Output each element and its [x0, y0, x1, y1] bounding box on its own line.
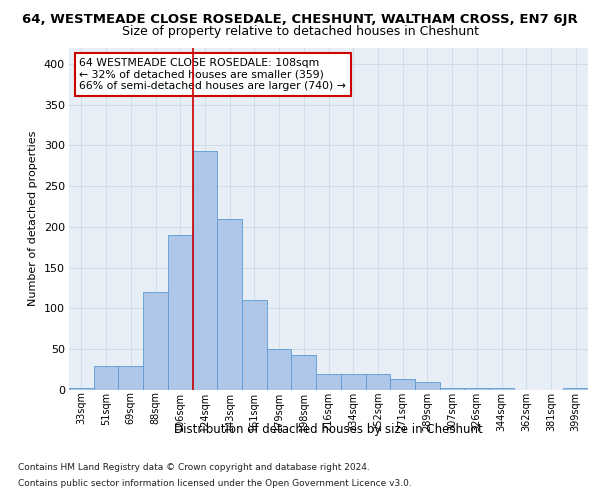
Bar	[341, 374, 365, 390]
Y-axis label: Number of detached properties: Number of detached properties	[28, 131, 38, 306]
Bar	[193, 151, 217, 390]
Bar	[94, 366, 118, 390]
Text: Size of property relative to detached houses in Cheshunt: Size of property relative to detached ho…	[121, 25, 479, 38]
Bar	[217, 219, 242, 390]
Bar	[316, 374, 341, 390]
Text: Contains public sector information licensed under the Open Government Licence v3: Contains public sector information licen…	[18, 478, 412, 488]
Bar	[464, 388, 489, 390]
Bar	[563, 388, 588, 390]
Bar	[242, 300, 267, 390]
Bar	[168, 235, 193, 390]
Bar	[489, 388, 514, 390]
Bar	[292, 355, 316, 390]
Bar	[118, 366, 143, 390]
Text: 64, WESTMEADE CLOSE ROSEDALE, CHESHUNT, WALTHAM CROSS, EN7 6JR: 64, WESTMEADE CLOSE ROSEDALE, CHESHUNT, …	[22, 12, 578, 26]
Text: Contains HM Land Registry data © Crown copyright and database right 2024.: Contains HM Land Registry data © Crown c…	[18, 464, 370, 472]
Bar	[143, 292, 168, 390]
Text: Distribution of detached houses by size in Cheshunt: Distribution of detached houses by size …	[175, 422, 483, 436]
Bar	[415, 382, 440, 390]
Bar	[69, 388, 94, 390]
Bar	[267, 349, 292, 390]
Bar	[390, 378, 415, 390]
Bar	[440, 388, 464, 390]
Text: 64 WESTMEADE CLOSE ROSEDALE: 108sqm
← 32% of detached houses are smaller (359)
6: 64 WESTMEADE CLOSE ROSEDALE: 108sqm ← 32…	[79, 58, 346, 91]
Bar	[365, 374, 390, 390]
